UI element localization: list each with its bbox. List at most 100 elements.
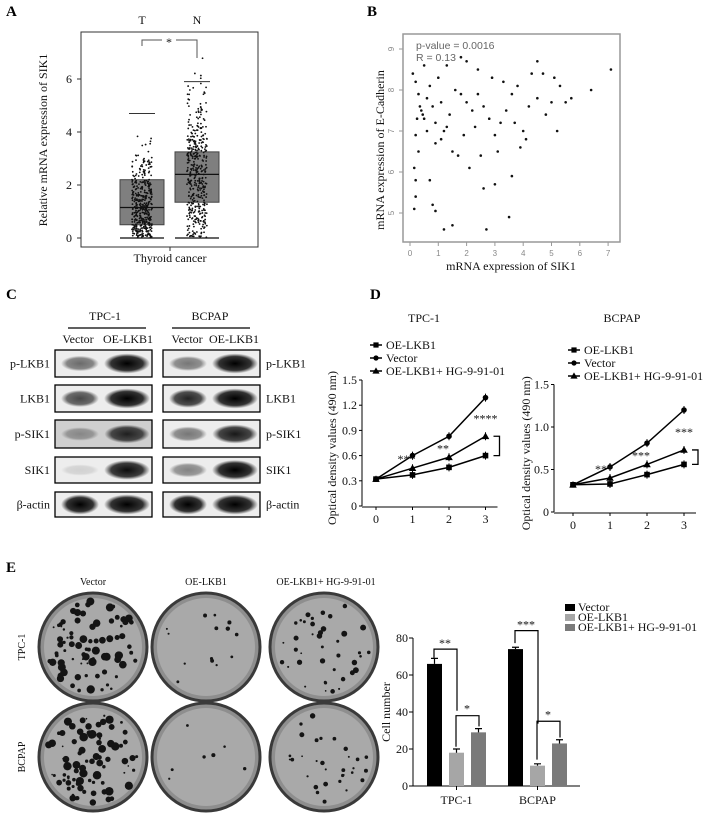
jitter-point (131, 218, 133, 221)
protein-label-left: p-LKB1 (10, 357, 50, 371)
colony (294, 621, 298, 625)
colony (72, 795, 76, 798)
scatter-point (459, 55, 463, 59)
jitter-point (201, 179, 203, 182)
jitter-point (193, 152, 196, 155)
marker-circle (409, 452, 416, 459)
significance-stars: * (464, 702, 470, 716)
scatter-point (558, 84, 562, 88)
jitter-point (140, 224, 143, 226)
colony (279, 660, 285, 665)
series-line-1 (375, 397, 487, 480)
jitter-point (136, 199, 139, 202)
colony (48, 739, 56, 747)
marker-circle (644, 440, 650, 446)
jitter-point (191, 126, 194, 128)
colony (310, 621, 315, 627)
jitter-point (148, 189, 151, 192)
jitter-point (139, 187, 142, 190)
jitter-point (148, 187, 150, 189)
jitter-point (192, 233, 194, 236)
colony (360, 778, 365, 783)
jitter-point (194, 179, 197, 182)
error-bar (431, 657, 438, 664)
colony (75, 796, 80, 801)
scatter-point (414, 80, 417, 84)
x-tick-label: 7 (606, 249, 611, 258)
colony (101, 669, 108, 675)
jitter-point (197, 204, 200, 206)
jitter-point (202, 118, 205, 120)
jitter-point (131, 228, 134, 230)
plot-frame (80, 31, 259, 248)
colony (71, 657, 75, 661)
jitter-point (150, 224, 153, 227)
jitter-point (133, 227, 136, 229)
significance-bracket (514, 630, 539, 724)
colony (80, 610, 87, 617)
colony (355, 757, 360, 762)
jitter-point (133, 232, 136, 235)
jitter-point (147, 222, 150, 225)
significance-stars: *** (398, 452, 416, 466)
scatter-point (425, 129, 429, 133)
jitter-point (150, 161, 153, 164)
colony (311, 633, 314, 636)
y-tick-label: 0.3 (342, 474, 357, 488)
jitter-point (190, 131, 193, 134)
jitter-point (188, 159, 191, 162)
jitter-point (205, 196, 208, 198)
colony (203, 613, 208, 618)
colony (301, 755, 303, 758)
jitter-point (205, 182, 208, 185)
jitter-point (200, 227, 203, 230)
colony (105, 756, 111, 762)
colony (51, 773, 53, 776)
jitter-point (196, 122, 199, 125)
jitter-point (131, 232, 134, 235)
jitter-point (203, 204, 206, 207)
jitter-point (186, 93, 189, 96)
colony (167, 632, 170, 635)
jitter-point (132, 183, 134, 185)
jitter-point (186, 225, 189, 228)
jitter-point (192, 225, 195, 228)
error-bar (453, 748, 460, 753)
jitter-point (139, 199, 142, 202)
scatter-point (473, 125, 477, 129)
jitter-point (197, 205, 200, 208)
jitter-point (187, 154, 190, 157)
jitter-point (194, 132, 197, 135)
jitter-point (205, 149, 208, 152)
jitter-point (186, 215, 188, 217)
jitter-point (134, 188, 137, 191)
colony (96, 739, 102, 746)
jitter-point (205, 155, 208, 158)
scatter-point (465, 101, 468, 104)
marker-triangle (408, 464, 417, 471)
jitter-point (132, 224, 135, 226)
jitter-point (137, 209, 140, 212)
colony (77, 784, 84, 792)
colony (302, 620, 306, 624)
group-label-tpc1: TPC-1 (89, 309, 121, 323)
jitter-point (145, 195, 148, 197)
scatter-point (428, 178, 432, 182)
protein-band (104, 353, 150, 374)
jitter-point (147, 210, 149, 213)
colony (72, 777, 76, 782)
jitter-point (186, 152, 189, 155)
jitter-point (190, 163, 193, 166)
jitter-point (186, 229, 189, 232)
jitter-point (199, 212, 202, 215)
jitter-point (131, 199, 134, 202)
colony (72, 760, 81, 769)
jitter-point (188, 98, 191, 101)
colony (80, 662, 83, 665)
jitter-point (143, 191, 146, 194)
protein-band (212, 424, 258, 444)
jitter-point (138, 183, 140, 186)
scatter-point (609, 68, 613, 71)
jitter-point (131, 234, 134, 237)
jitter-point (195, 184, 198, 187)
